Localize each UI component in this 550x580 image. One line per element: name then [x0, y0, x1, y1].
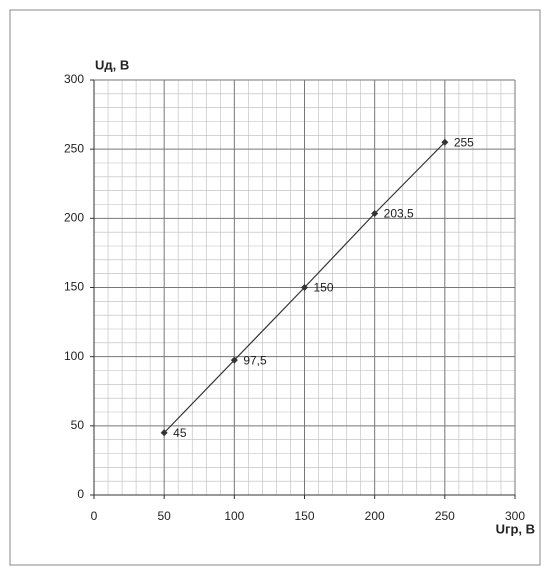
x-tick-label: 150 [294, 509, 314, 523]
point [230, 356, 238, 364]
y-tick-label: 300 [64, 72, 84, 86]
data-label: 255 [454, 135, 474, 149]
x-tick-label: 100 [224, 509, 244, 523]
y-tick-label: 150 [64, 280, 84, 294]
y-tick-label: 200 [64, 211, 84, 225]
data-label: 97,5 [243, 353, 267, 367]
x-tick-label: 200 [365, 509, 385, 523]
y-tick-label: 250 [64, 141, 84, 155]
y-tick-label: 0 [77, 487, 84, 501]
y-axis-title: Uд, В [95, 57, 129, 72]
x-tick-label: 50 [157, 509, 171, 523]
x-tick-label: 300 [505, 509, 525, 523]
data-label: 150 [314, 281, 334, 295]
x-axis-title: Uгр, В [496, 521, 535, 536]
y-tick-label: 100 [64, 349, 84, 363]
data-label: 203,5 [384, 207, 414, 221]
point [441, 138, 449, 146]
x-tick-label: 250 [435, 509, 455, 523]
point [301, 284, 308, 291]
x-tick-label: 0 [91, 509, 98, 523]
point [160, 429, 168, 437]
point [371, 209, 379, 217]
data-label: 45 [173, 426, 187, 440]
y-tick-label: 50 [71, 418, 85, 432]
